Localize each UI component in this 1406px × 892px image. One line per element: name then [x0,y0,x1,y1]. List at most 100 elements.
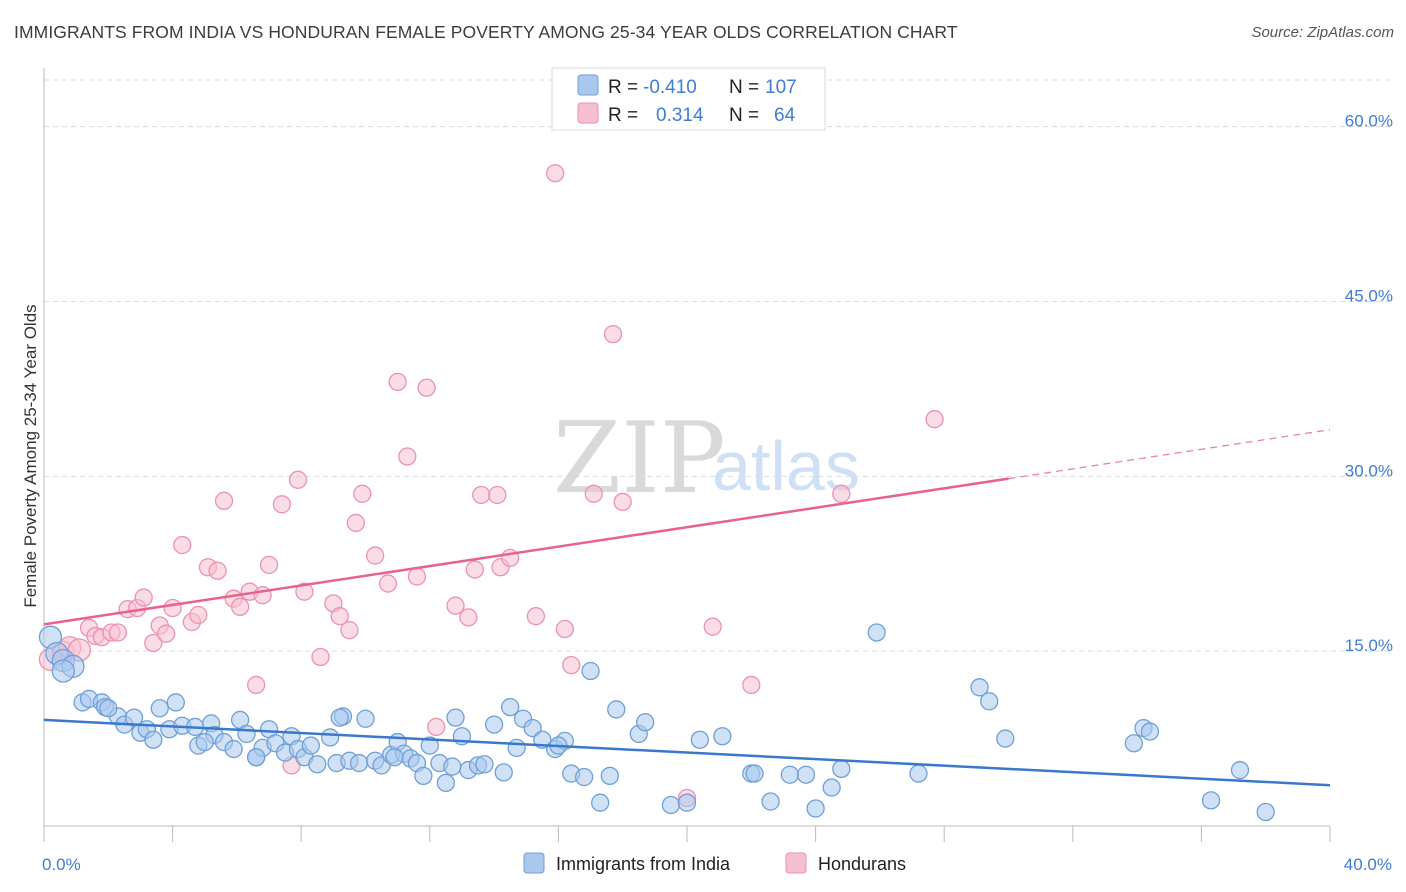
point-india [806,799,825,818]
point-india [436,773,456,793]
legend-n-label-india: N = [729,77,759,98]
series-honduran [38,164,944,808]
x-tick-label-max: 40.0% [1344,855,1392,874]
point-honduran [272,495,292,514]
point-india [301,736,320,755]
point-india [51,659,75,683]
point-india [501,697,520,717]
point-india [607,700,626,719]
point-honduran [832,484,851,503]
point-india [600,766,619,786]
point-india [494,763,513,782]
trend-line-india [43,718,1331,787]
point-india [661,795,681,815]
legend-swatch-honduran [577,102,599,124]
point-honduran [703,617,722,636]
point-india [796,765,816,784]
point-india [166,693,185,712]
point-india [822,778,841,797]
legend-n-label-honduran: N = [729,105,759,126]
point-honduran [613,492,632,512]
point-india [475,755,494,774]
y-axis-title: Female Poverty Among 25-34 Year Olds [21,304,40,607]
point-india [99,699,118,718]
point-honduran [295,582,314,601]
point-honduran [398,447,417,466]
legend-r-label-india: R = [608,77,638,98]
legend-n-value-honduran: 64 [774,105,796,126]
point-india [414,766,433,786]
point-honduran [144,633,163,653]
y-tick-label: 45.0% [1345,286,1393,305]
point-honduran [584,484,603,503]
point-honduran [417,378,436,397]
point-india [420,736,439,755]
point-india [761,792,780,811]
legend-r-value-india: -0.410 [643,77,697,98]
point-honduran [214,491,234,510]
point-honduran [742,675,761,695]
point-india [484,715,504,734]
legend-n-value-india: 107 [765,77,797,98]
y-tick-labels: 15.0% 30.0% 45.0% 60.0% [1345,112,1393,656]
point-honduran [340,621,359,640]
point-india [349,753,369,773]
point-india [247,748,266,767]
point-honduran [288,470,308,489]
x-tick-label-min: 0.0% [42,855,81,874]
series-india [38,623,1275,822]
legend-box: R = -0.410 N = 107 R = 0.314 N = 64 [551,67,826,131]
point-honduran [446,596,465,615]
point-honduran [173,535,192,555]
point-honduran [472,485,491,505]
y-tick-label: 15.0% [1345,636,1393,655]
point-india [443,757,462,776]
point-india [677,793,697,812]
point-india [690,730,710,749]
point-honduran [603,324,623,344]
axes [43,68,1331,842]
point-india [385,748,404,767]
bottom-legend-swatch-india [523,852,545,874]
point-india [980,692,999,711]
point-honduran [346,513,366,533]
point-honduran [562,655,581,675]
trend-lines [43,429,1331,787]
point-india [195,732,214,752]
point-honduran [555,619,574,639]
point-india [523,718,542,738]
bottom-legend-swatch-honduran [785,852,807,874]
point-honduran [378,574,398,593]
point-india [909,764,928,783]
point-india [581,661,600,681]
bottom-legend: Immigrants from India Hondurans [523,852,906,874]
point-honduran [526,607,546,626]
point-honduran [353,484,372,503]
point-honduran [189,605,208,625]
point-india [996,729,1015,748]
point-india [970,678,989,697]
point-india [832,759,851,779]
point-honduran [925,410,944,429]
point-honduran [388,372,407,392]
point-india [320,728,340,747]
chart-title: IMMIGRANTS FROM INDIA VS HONDURAN FEMALE… [14,22,958,42]
point-honduran [330,607,349,626]
bottom-legend-label-india: Immigrants from India [556,854,731,874]
legend-r-label-honduran: R = [608,105,638,126]
y-tick-label: 60.0% [1345,112,1393,131]
point-india [780,765,800,784]
point-honduran [108,623,128,642]
bottom-legend-label-honduran: Hondurans [818,854,906,874]
point-india [591,793,610,812]
point-india [1140,722,1160,741]
point-honduran [488,485,507,505]
point-honduran [163,598,182,618]
point-honduran [465,560,484,579]
point-india [446,708,465,727]
point-india [745,764,764,783]
point-honduran [311,647,330,667]
point-honduran [427,717,446,737]
legend-r-value-honduran: 0.314 [656,105,704,126]
